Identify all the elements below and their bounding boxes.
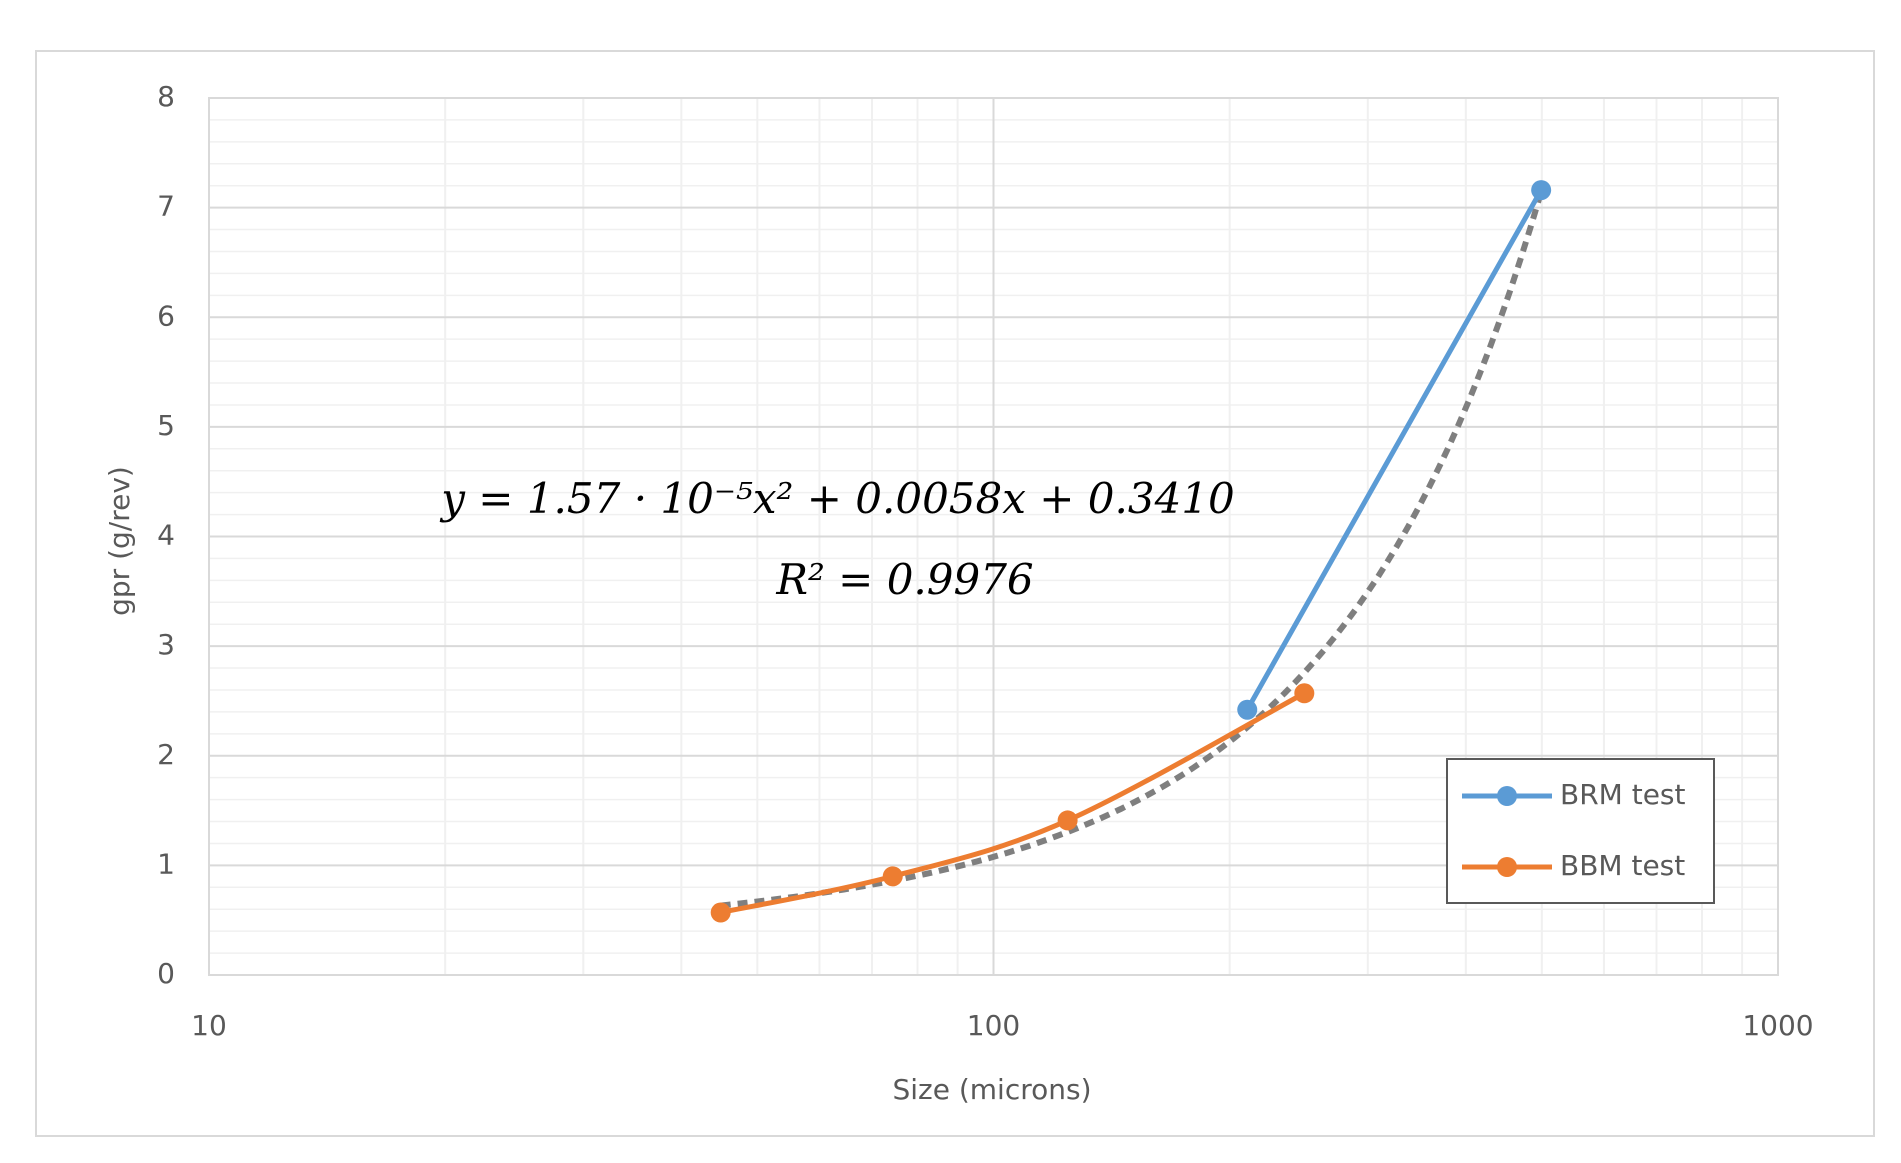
data-point [710, 902, 731, 923]
data-point [1057, 810, 1078, 831]
equation: y = 1.57 · 10⁻⁵x² + 0.0058x + 0.3410 [439, 474, 1235, 523]
legend-label: BRM test [1560, 778, 1686, 811]
legend-label: BBM test [1560, 849, 1685, 882]
y-tick-label: 3 [157, 628, 175, 661]
y-axis-label: gpr (g/rev) [103, 466, 136, 616]
x-tick-label: 10 [191, 1009, 227, 1042]
x-axis-label: Size (microns) [892, 1073, 1091, 1106]
data-point [1294, 683, 1315, 704]
y-tick-label: 1 [157, 847, 175, 880]
legend-marker [1497, 857, 1517, 877]
legend-box [1446, 758, 1715, 904]
y-tick-label: 4 [157, 519, 175, 552]
legend-marker [1497, 786, 1517, 806]
y-tick-label: 2 [157, 738, 175, 771]
y-tick-label: 0 [157, 957, 175, 990]
plot-border [208, 97, 1779, 976]
y-tick-label: 8 [157, 80, 175, 113]
x-tick-label: 100 [967, 1009, 1020, 1042]
y-tick-label: 5 [157, 409, 175, 442]
y-tick-label: 6 [157, 299, 175, 332]
chart-border [35, 50, 1875, 1137]
r-squared: R² = 0.9976 [775, 555, 1033, 604]
x-tick-label: 1000 [1742, 1009, 1813, 1042]
data-point [1237, 699, 1258, 720]
series-line [720, 691, 1306, 915]
data-point [882, 866, 903, 887]
data-point [1531, 180, 1552, 201]
y-tick-label: 7 [157, 190, 175, 223]
series-line [1245, 188, 1544, 711]
